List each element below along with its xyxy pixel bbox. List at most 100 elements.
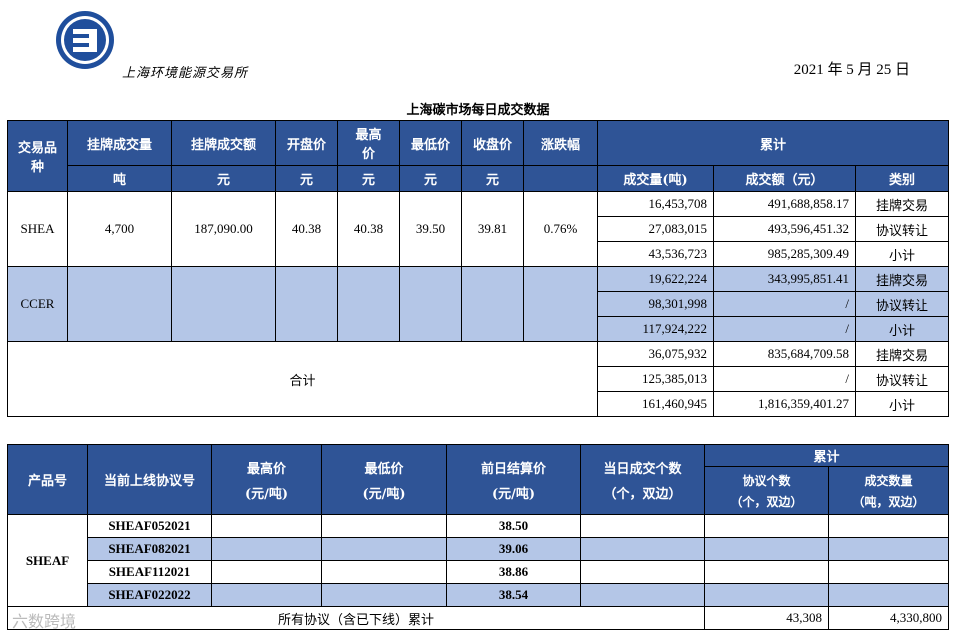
footer-cum-qty: 4,330,800 — [827, 606, 950, 630]
header-daily-count-unit: （个，双边） — [603, 486, 682, 502]
header-low-label: 最低价 — [364, 461, 404, 477]
cum-amount: / — [713, 291, 856, 317]
header-cumulative: 累计 — [596, 120, 950, 166]
header-settle-price: 前日结算价 (元/吨) — [446, 444, 581, 515]
empty-cell — [275, 266, 338, 342]
header-low-price: 最低价 (元/吨) — [321, 444, 447, 515]
contract-code: SHEAF112021 — [87, 560, 212, 584]
cum-volume: 43,536,723 — [597, 241, 714, 267]
cum-type: 小计 — [854, 316, 950, 342]
header-high-label: 最高价 — [246, 461, 286, 477]
empty-cell — [580, 583, 705, 607]
empty-cell — [399, 266, 462, 342]
unit-yuan: 元 — [337, 165, 400, 192]
header-cum-type: 类别 — [854, 165, 950, 192]
product-shea: SHEA — [7, 191, 68, 267]
empty-cell — [704, 537, 829, 561]
header-cum-count-unit: （个，双边） — [730, 494, 803, 509]
empty-cell — [211, 560, 322, 584]
cum-volume: 98,301,998 — [597, 291, 714, 317]
cum-type: 协议转让 — [854, 291, 950, 317]
settle-price: 38.54 — [446, 583, 581, 607]
shea-low: 39.50 — [399, 191, 462, 267]
report-date: 2021 年 5 月 25 日 — [793, 62, 910, 78]
header-change: 涨跌幅 — [523, 120, 598, 166]
empty-cell — [704, 583, 829, 607]
header-settle-label: 前日结算价 — [480, 461, 546, 477]
cum-type: 挂牌交易 — [854, 341, 950, 367]
cum-type: 协议转让 — [854, 366, 950, 392]
page-title: 上海碳市场每日成交数据 — [406, 103, 550, 118]
settle-price: 39.06 — [446, 537, 581, 561]
cum-type: 小计 — [854, 391, 950, 417]
header-open: 开盘价 — [275, 120, 338, 166]
settle-price: 38.50 — [446, 514, 581, 538]
contract-code: SHEAF052021 — [87, 514, 212, 538]
header-cum-count: 协议个数 （个，双边） — [704, 466, 829, 515]
settle-price: 38.86 — [446, 560, 581, 584]
empty-cell — [580, 514, 705, 538]
cum-volume: 125,385,013 — [597, 366, 714, 392]
header-product-code: 产品号 — [7, 444, 88, 515]
empty-cell — [321, 537, 447, 561]
shea-listed-volume: 4,700 — [67, 191, 172, 267]
header-low: 最低价 — [399, 120, 462, 166]
cum-amount: 491,688,858.17 — [713, 191, 856, 217]
header-listed-amount: 挂牌成交额 — [171, 120, 276, 166]
cum-amount: 493,596,451.32 — [713, 216, 856, 242]
header-cum-volume: 成交量(吨) — [597, 165, 714, 192]
header-cum-qty: 成交数量 （吨，双边） — [827, 466, 950, 515]
empty-cell — [321, 560, 447, 584]
cum-amount: 835,684,709.58 — [713, 341, 856, 367]
empty-cell — [827, 583, 950, 607]
contract-code: SHEAF082021 — [87, 537, 212, 561]
empty-cell — [580, 560, 705, 584]
cum-volume: 117,924,222 — [597, 316, 714, 342]
empty-cell — [704, 514, 829, 538]
shea-open: 40.38 — [275, 191, 338, 267]
watermark: 六数跨境 — [12, 612, 77, 631]
contract-code: SHEAF022022 — [87, 583, 212, 607]
empty-cell — [211, 583, 322, 607]
shea-listed-amount: 187,090.00 — [171, 191, 276, 267]
logo-text: 上海环境能源交易所 — [122, 66, 249, 81]
total-label: 合计 — [7, 341, 598, 417]
cum-amount: / — [713, 316, 856, 342]
header-high: 最高价 — [337, 120, 400, 166]
empty-cell — [580, 537, 705, 561]
cum-amount: 985,285,309.49 — [713, 241, 856, 267]
shea-close: 39.81 — [461, 191, 524, 267]
footer-label: 所有协议（含已下线）累计 — [7, 606, 705, 630]
empty-cell — [321, 514, 447, 538]
header-daily-count: 当日成交个数 （个，双边） — [580, 444, 705, 515]
header-settle-unit: (元/吨) — [491, 486, 536, 502]
daily-trading-table: 交易品种 挂牌成交量 挂牌成交额 开盘价 最高价 最低价 收盘价 涨跌幅 累计 … — [7, 120, 950, 417]
header-cumulative2: 累计 — [703, 444, 950, 467]
cum-volume: 19,622,224 — [597, 266, 714, 292]
unit-yuan: 元 — [461, 165, 524, 192]
header-contract: 当前上线协议号 — [87, 444, 212, 515]
header-cum-amount: 成交额（元） — [713, 165, 856, 192]
unit-yuan: 元 — [171, 165, 276, 192]
empty-cell — [211, 537, 322, 561]
empty-cell — [321, 583, 447, 607]
header-listed-volume: 挂牌成交量 — [67, 120, 172, 166]
cum-amount: 343,995,851.41 — [713, 266, 856, 292]
cum-volume: 36,075,932 — [597, 341, 714, 367]
shea-change: 0.76% — [523, 191, 598, 267]
cum-volume: 27,083,015 — [597, 216, 714, 242]
empty-cell — [827, 537, 950, 561]
empty-cell — [211, 514, 322, 538]
header-daily-count-label: 当日成交个数 — [603, 461, 682, 477]
header-close: 收盘价 — [461, 120, 524, 166]
cum-amount: 1,816,359,401.27 — [713, 391, 856, 417]
footer-cum-count: 43,308 — [704, 606, 829, 630]
product-ccer: CCER — [7, 266, 68, 342]
unit-yuan: 元 — [399, 165, 462, 192]
cum-type: 挂牌交易 — [854, 266, 950, 292]
empty-cell — [827, 514, 950, 538]
header-low-unit: (元/吨) — [362, 486, 406, 502]
empty-cell — [704, 560, 829, 584]
forward-contract-table: 产品号 当前上线协议号 最高价 (元/吨) 最低价 (元/吨) 前日结算价 (元… — [7, 444, 950, 630]
product-sheaf: SHEAF — [7, 514, 88, 607]
